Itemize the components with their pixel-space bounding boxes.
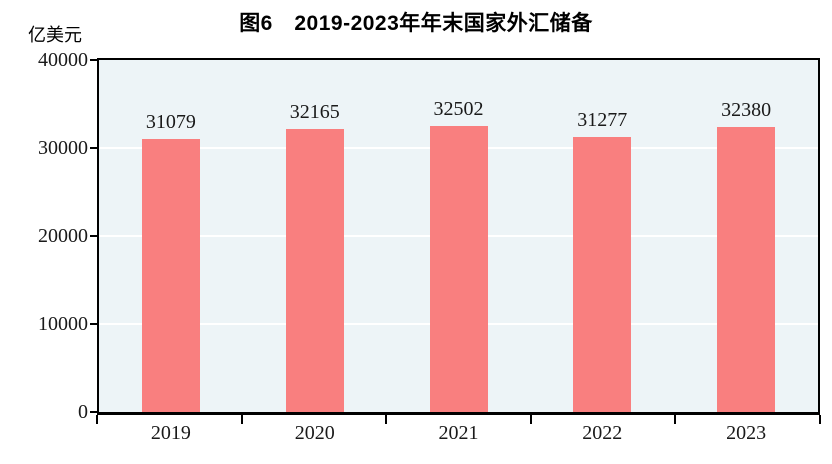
chart-title: 图6 2019-2023年年末国家外汇储备	[239, 12, 593, 35]
bar-value-label-2021: 32502	[433, 98, 484, 120]
bar-value-label-2023: 32380	[721, 99, 772, 121]
y-axis-label-40000: 40000	[38, 49, 88, 71]
bar-2019	[141, 139, 200, 412]
x-axis-tick-5	[819, 415, 821, 424]
y-axis-label-0: 0	[78, 401, 88, 423]
bar-2022	[573, 137, 632, 412]
bar-value-label-2020: 32165	[289, 101, 340, 123]
y-axis-unit-label: 亿美元	[28, 25, 82, 45]
bar-2020	[285, 129, 344, 412]
x-axis-label-2020: 2020	[294, 422, 335, 444]
x-axis-tick-2	[385, 415, 387, 424]
y-axis-label-30000: 30000	[38, 137, 88, 159]
x-axis-label-2019: 2019	[150, 422, 191, 444]
x-axis-label-2021: 2021	[438, 422, 479, 444]
y-axis-tick-0	[90, 411, 97, 413]
x-axis-label-2023: 2023	[726, 422, 767, 444]
x-axis-tick-3	[530, 415, 532, 424]
y-axis-tick-10000	[90, 323, 97, 325]
y-axis-tick-40000	[90, 59, 97, 61]
bar-value-label-2022: 31277	[577, 109, 628, 131]
y-axis-label-20000: 20000	[38, 225, 88, 247]
x-axis-tick-0	[96, 415, 98, 424]
x-axis-label-2022: 2022	[582, 422, 623, 444]
bar-value-label-2019: 31079	[145, 111, 196, 133]
plot-area: 31079 32165 32502 31277 32380	[97, 58, 820, 415]
bar-2023	[717, 127, 776, 412]
y-axis-label-10000: 10000	[38, 313, 88, 335]
y-axis-tick-20000	[90, 235, 97, 237]
x-axis-tick-1	[241, 415, 243, 424]
x-axis-tick-4	[674, 415, 676, 424]
bar-2021	[429, 126, 488, 412]
y-axis-tick-30000	[90, 147, 97, 149]
